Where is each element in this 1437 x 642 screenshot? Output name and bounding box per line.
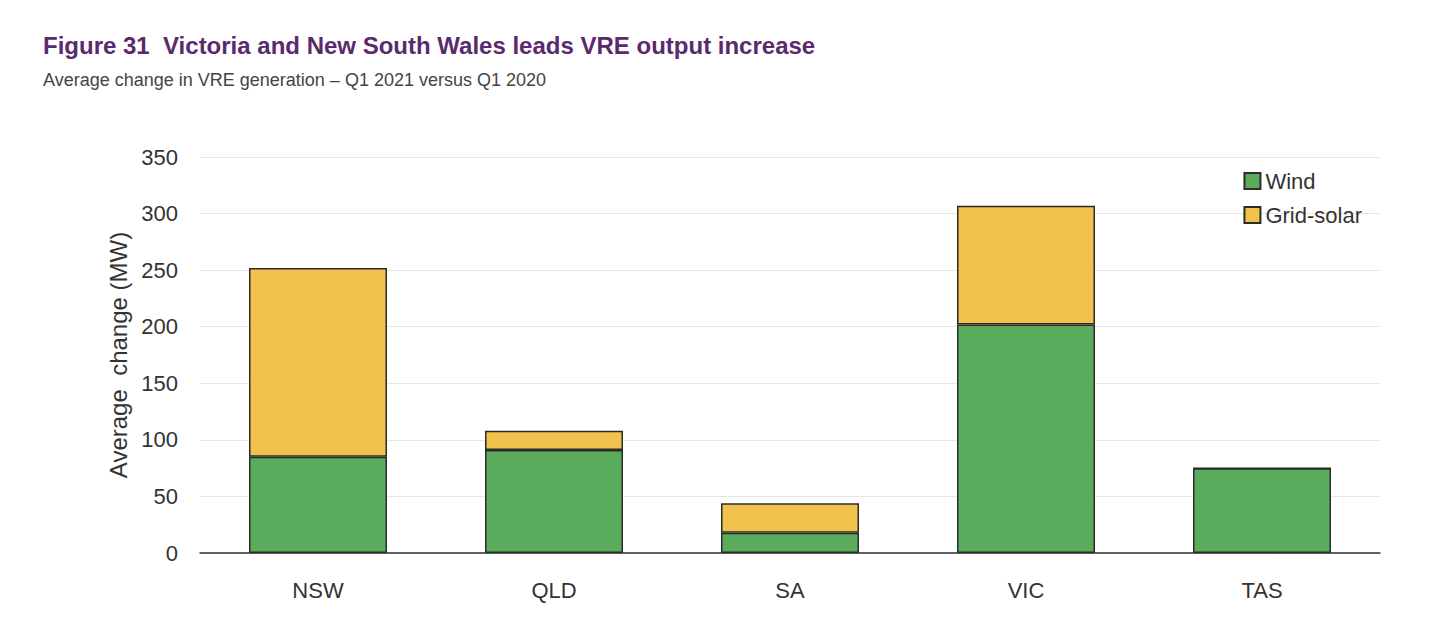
svg-text:Grid-solar: Grid-solar	[1265, 203, 1362, 228]
svg-text:300: 300	[141, 201, 178, 226]
svg-text:Wind: Wind	[1265, 169, 1315, 194]
svg-text:200: 200	[141, 314, 178, 339]
svg-text:NSW: NSW	[292, 578, 344, 603]
svg-text:100: 100	[141, 427, 178, 452]
svg-text:50: 50	[154, 484, 178, 509]
svg-text:QLD: QLD	[531, 578, 576, 603]
svg-text:Average change in VRE generati: Average change in VRE generation – Q1 20…	[43, 70, 546, 90]
svg-text:TAS: TAS	[1241, 578, 1282, 603]
svg-text:SA: SA	[775, 578, 805, 603]
svg-text:Average change (MW): Average change (MW)	[105, 232, 132, 478]
svg-text:Figure 31 Victoria and New So: Figure 31 Victoria and New South Wales l…	[43, 32, 815, 59]
svg-text:150: 150	[141, 371, 178, 396]
svg-text:250: 250	[141, 258, 178, 283]
svg-text:0: 0	[166, 541, 178, 566]
svg-text:350: 350	[141, 145, 178, 170]
svg-text:VIC: VIC	[1008, 578, 1045, 603]
